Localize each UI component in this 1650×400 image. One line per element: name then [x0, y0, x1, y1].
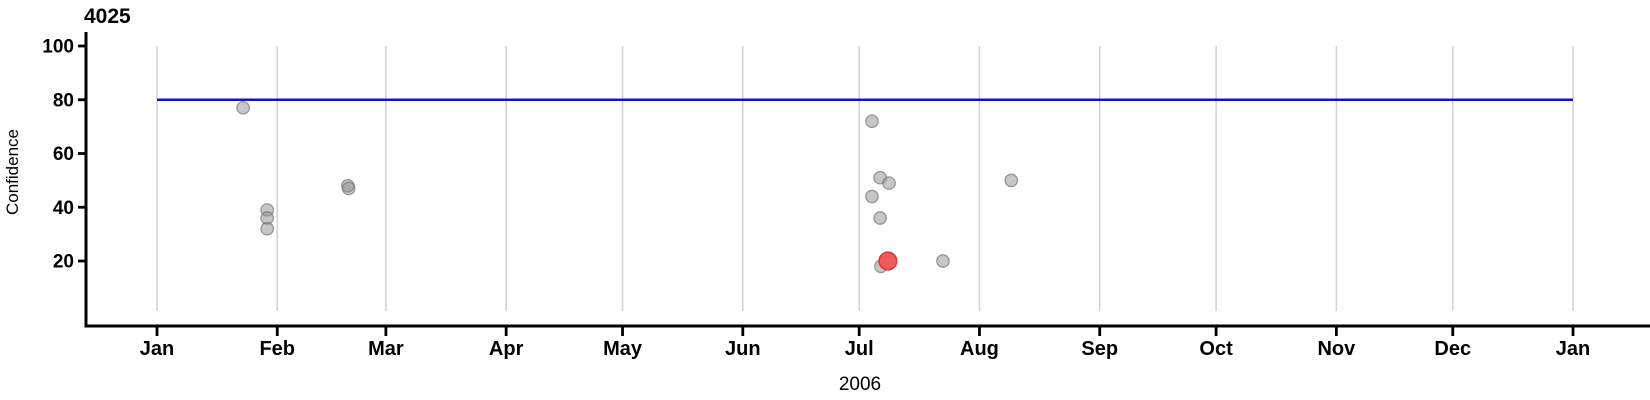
y-tick-label: 100: [42, 37, 74, 58]
data-point[interactable]: [865, 189, 879, 204]
x-tick-label: Dec: [1434, 338, 1471, 360]
data-point[interactable]: [236, 100, 250, 115]
month-gridlines: [156, 46, 1574, 311]
x-tick-label: Apr: [489, 338, 524, 360]
x-tick-label: Jan: [1556, 338, 1590, 360]
x-tick-label: Jul: [845, 338, 874, 360]
y-tick-label: 60: [53, 144, 74, 165]
y-axis-label: Confidence: [3, 129, 22, 215]
data-point[interactable]: [882, 176, 896, 190]
x-tick-label: Jun: [725, 338, 761, 360]
data-point[interactable]: [873, 211, 887, 225]
data-point[interactable]: [936, 254, 950, 268]
axes-layer: Jan Feb Mar Apr May Jun Jul Aug Sep Oct Nov Dec Jan 1…: [42, 32, 1650, 360]
data-point[interactable]: [341, 181, 356, 196]
data-point[interactable]: [1004, 173, 1019, 188]
x-tick-label: Nov: [1317, 338, 1356, 360]
x-tick-label: Aug: [960, 338, 999, 360]
y-tick-label: 20: [53, 252, 74, 273]
x-axis-label: 2006: [839, 374, 881, 395]
chart-title: 4025: [84, 5, 131, 28]
data-point[interactable]: [260, 221, 275, 236]
x-tick-label: May: [603, 338, 643, 360]
y-tick-label: 40: [53, 198, 74, 219]
highlighted-data-point[interactable]: [878, 251, 898, 271]
x-tick-label: Oct: [1199, 338, 1233, 360]
x-tick-label: Feb: [259, 338, 295, 360]
x-tick-label: Sep: [1081, 338, 1118, 360]
y-tick-label: 80: [53, 90, 74, 111]
x-tick-label: Jan: [140, 338, 174, 360]
x-tick-label: Mar: [368, 338, 404, 360]
data-point[interactable]: [865, 114, 879, 129]
data-points-layer: [236, 100, 1019, 274]
